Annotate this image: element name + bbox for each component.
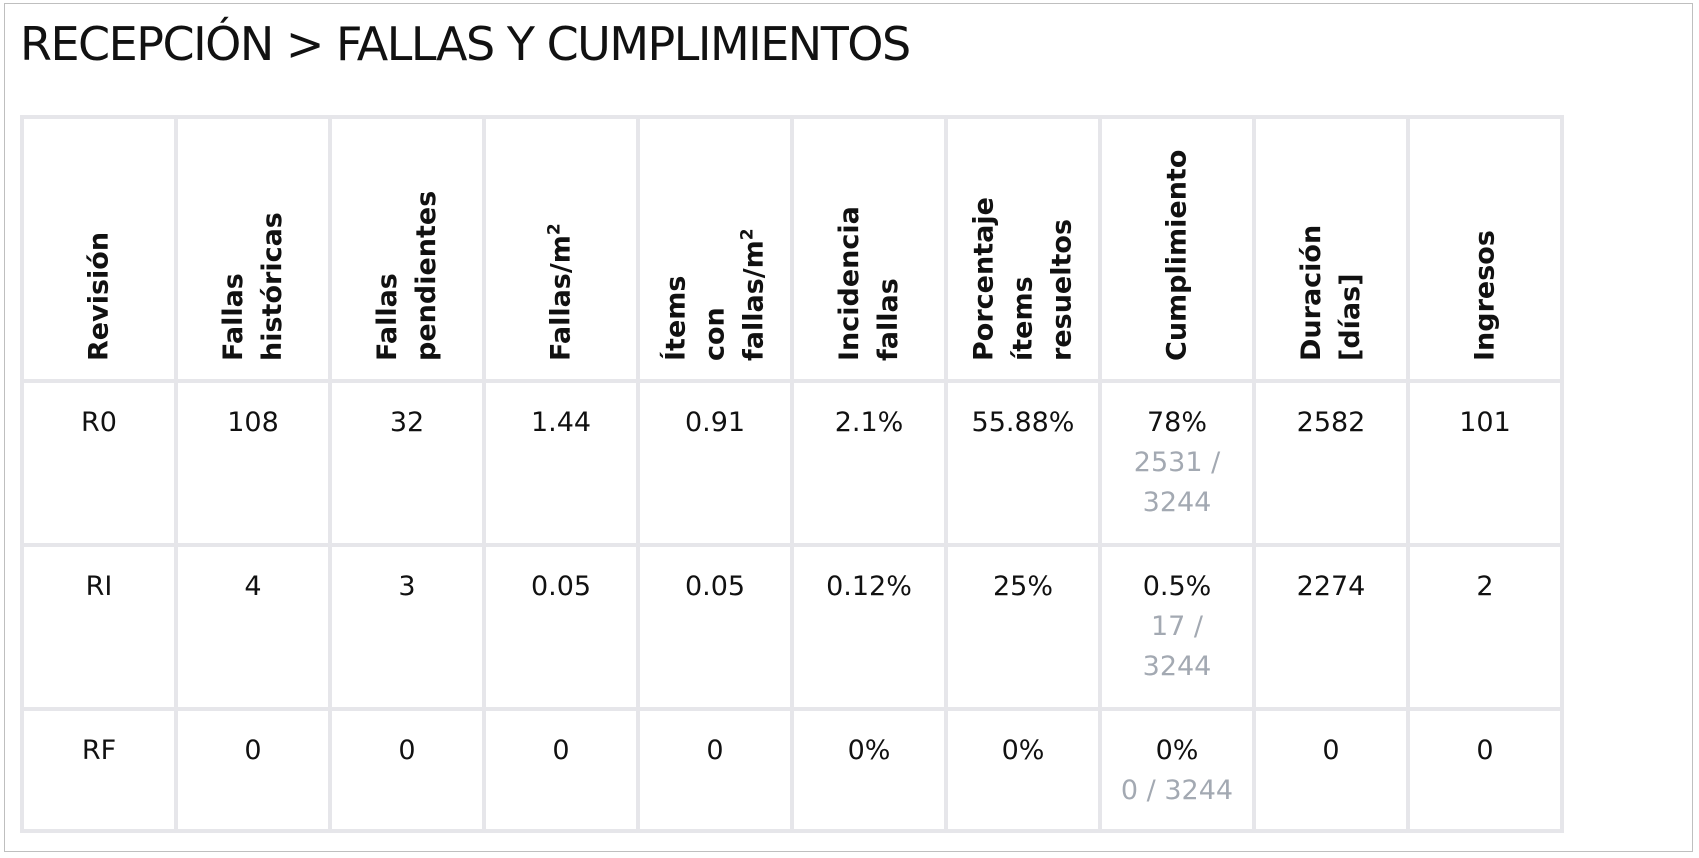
cell-fallas-historicas: 108 <box>178 383 328 543</box>
cell-duracion: 2274 <box>1256 547 1406 707</box>
cell-revision: R0 <box>24 383 174 543</box>
report-panel: RECEPCIÓN > FALLAS Y CUMPLIMIENTOS Revis… <box>4 3 1693 852</box>
cumplimiento-detail: 17 / 3244 <box>1142 611 1212 682</box>
cell-fallas-pendientes: 0 <box>332 711 482 829</box>
cell-items-fallas-m2: 0 <box>640 711 790 829</box>
cell-cumplimiento: 78% 2531 / 3244 <box>1102 383 1252 543</box>
cell-fallas-m2: 1.44 <box>486 383 636 543</box>
cell-duracion: 2582 <box>1256 383 1406 543</box>
header-fallas-pendientes: Fallas pendientes <box>332 119 482 379</box>
header-label: fallas <box>873 278 904 361</box>
header-label: resueltos <box>1046 218 1078 361</box>
cell-porcentaje-resueltos: 0% <box>948 711 1098 829</box>
cell-ingresos: 2 <box>1410 547 1560 707</box>
table-container: Revisión Fallas históricas Fallas pendient… <box>20 115 1564 833</box>
header-cumplimiento: Cumplimiento <box>1102 119 1252 379</box>
cell-incidencia: 0% <box>794 711 944 829</box>
table-row: RF 0 0 0 0 0% 0% 0% 0 / 3244 0 0 <box>24 711 1560 829</box>
cell-ingresos: 0 <box>1410 711 1560 829</box>
cell-cumplimiento: 0% 0 / 3244 <box>1102 711 1252 829</box>
cumplimiento-detail: 2531 / 3244 <box>1133 447 1221 518</box>
cell-fallas-pendientes: 3 <box>332 547 482 707</box>
cell-incidencia: 0.12% <box>794 547 944 707</box>
header-label: Porcentaje <box>968 197 1000 361</box>
cell-items-fallas-m2: 0.05 <box>640 547 790 707</box>
header-items-fallas-m2: Ítems con fallas/m2 <box>640 119 790 379</box>
cell-fallas-historicas: 0 <box>178 711 328 829</box>
header-label: Ingresos <box>1469 230 1501 361</box>
cell-duracion: 0 <box>1256 711 1406 829</box>
header-label: Incidencia <box>834 206 865 361</box>
header-porcentaje-resueltos: Porcentaje ítems resueltos <box>948 119 1098 379</box>
cell-fallas-m2: 0.05 <box>486 547 636 707</box>
cell-fallas-historicas: 4 <box>178 547 328 707</box>
cell-revision: RF <box>24 711 174 829</box>
cumplimiento-detail: 0 / 3244 <box>1120 775 1234 806</box>
cell-porcentaje-resueltos: 25% <box>948 547 1098 707</box>
cell-items-fallas-m2: 0.91 <box>640 383 790 543</box>
cell-revision: RI <box>24 547 174 707</box>
header-incidencia: Incidencia fallas <box>794 119 944 379</box>
table-row: RI 4 3 0.05 0.05 0.12% 25% 0.5% 17 / 3244… <box>24 547 1560 707</box>
header-row: Revisión Fallas históricas Fallas pendient… <box>24 119 1560 379</box>
cell-porcentaje-resueltos: 55.88% <box>948 383 1098 543</box>
cell-incidencia: 2.1% <box>794 383 944 543</box>
header-label: Fallas <box>218 273 249 361</box>
header-superscript: 2 <box>544 223 565 236</box>
header-label: históricas <box>257 212 288 361</box>
header-label: con <box>699 307 731 361</box>
header-label: Cumplimiento <box>1161 149 1193 361</box>
header-label: fallas/m <box>738 240 770 361</box>
fallas-table: Revisión Fallas históricas Fallas pendient… <box>20 115 1564 833</box>
header-label: Duración <box>1296 224 1327 361</box>
cell-fallas-pendientes: 32 <box>332 383 482 543</box>
table-row: R0 108 32 1.44 0.91 2.1% 55.88% 78% 2531 … <box>24 383 1560 543</box>
header-ingresos: Ingresos <box>1410 119 1560 379</box>
header-label: Ítems <box>660 275 692 361</box>
header-superscript: 2 <box>737 228 758 241</box>
cumplimiento-value: 78% <box>1146 407 1207 438</box>
page-title: RECEPCIÓN > FALLAS Y CUMPLIMIENTOS <box>20 17 911 71</box>
header-label: pendientes <box>411 190 442 361</box>
header-label: Fallas <box>372 273 403 361</box>
cell-ingresos: 101 <box>1410 383 1560 543</box>
header-fallas-m2: Fallas/m2 <box>486 119 636 379</box>
cell-cumplimiento: 0.5% 17 / 3244 <box>1102 547 1252 707</box>
header-label: [días] <box>1335 273 1366 361</box>
header-duracion: Duración [días] <box>1256 119 1406 379</box>
header-label: Revisión <box>83 231 115 361</box>
cumplimiento-value: 0.5% <box>1142 571 1212 602</box>
header-revision: Revisión <box>24 119 174 379</box>
cell-fallas-m2: 0 <box>486 711 636 829</box>
header-label: Fallas/m <box>545 235 577 361</box>
cumplimiento-value: 0% <box>1155 735 1199 766</box>
header-label: ítems <box>1007 276 1039 361</box>
header-fallas-historicas: Fallas históricas <box>178 119 328 379</box>
